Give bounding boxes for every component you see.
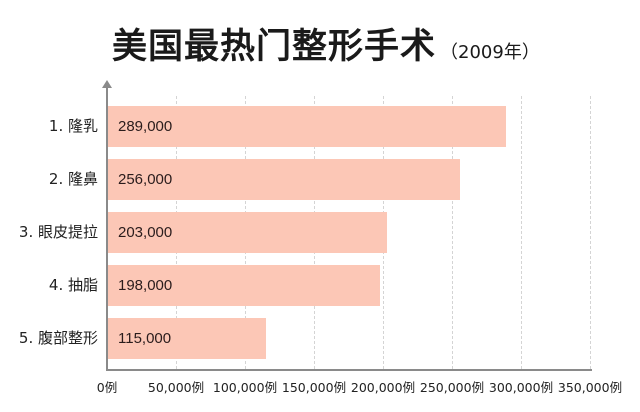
bar: 115,000: [108, 318, 266, 359]
x-tick-label: 350,000例: [557, 380, 623, 395]
x-axis: [106, 369, 592, 371]
x-tick-label: 200,000例: [350, 380, 416, 395]
x-tick-label: 0例: [96, 380, 118, 395]
y-axis: [106, 86, 108, 371]
bar-value-label: 115,000: [118, 330, 172, 347]
x-tick-label: 300,000例: [488, 380, 554, 395]
gridline: [590, 96, 591, 369]
bar: 256,000: [108, 159, 461, 200]
x-tick-label: 50,000例: [147, 380, 205, 395]
gridline: [521, 96, 522, 369]
x-tick-label: 100,000例: [212, 380, 278, 395]
bar: 198,000: [108, 265, 381, 306]
category-label: 2. 隆鼻: [48, 170, 98, 188]
category-label: 5. 腹部整形: [18, 329, 98, 347]
x-tick-label: 250,000例: [419, 380, 485, 395]
bar-value-label: 289,000: [118, 118, 173, 135]
bar: 289,000: [108, 106, 506, 147]
category-label: 3. 眼皮提拉: [18, 223, 98, 241]
chart-title-year: （2009年）: [440, 42, 540, 63]
category-label: 1. 隆乳: [48, 117, 98, 135]
category-label: 4. 抽脂: [48, 276, 98, 294]
bar-value-label: 203,000: [118, 224, 173, 241]
chart-title: 美国最热门整形手术 （2009年）: [112, 18, 540, 69]
chart-title-main: 美国最热门整形手术: [112, 27, 437, 67]
bar: 203,000: [108, 212, 388, 253]
gridline: [452, 96, 453, 369]
y-axis-arrow-icon: [102, 80, 112, 88]
bar-value-label: 198,000: [118, 277, 173, 294]
x-tick-label: 150,000例: [281, 380, 347, 395]
bar-value-label: 256,000: [118, 171, 173, 188]
